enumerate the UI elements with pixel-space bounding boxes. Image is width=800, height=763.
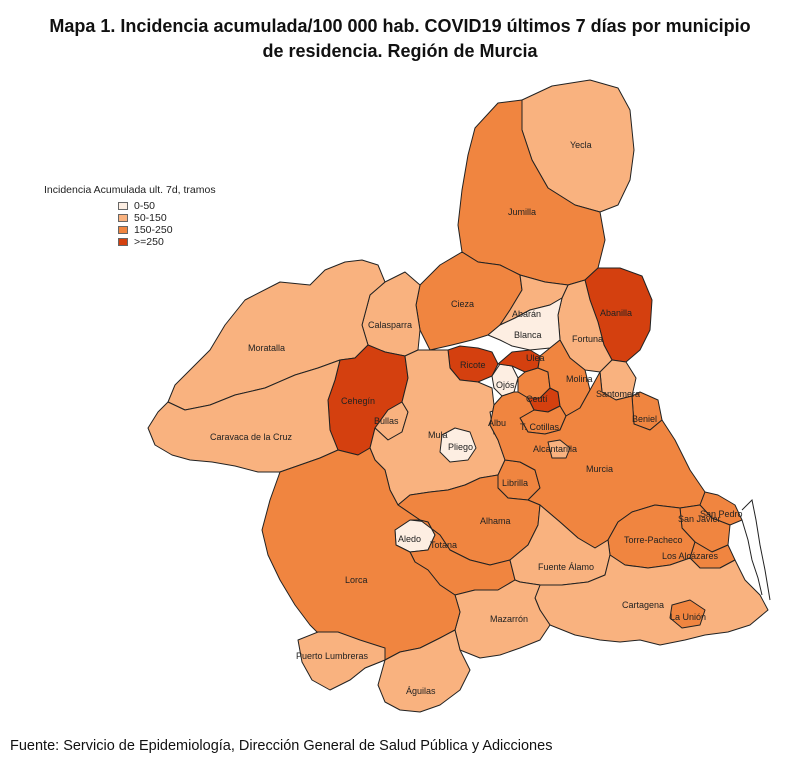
label-alcantarilla: Alcantarilla — [533, 444, 577, 454]
coastline-mar-menor — [741, 519, 763, 596]
label-caravaca: Caravaca de la Cruz — [210, 432, 293, 442]
map-title-line-1: Mapa 1. Incidencia acumulada/100 000 hab… — [49, 16, 751, 36]
label-beniel: Beniel — [632, 414, 657, 424]
label-launion: La Unión — [670, 612, 706, 622]
legend-swatch — [118, 238, 128, 246]
label-lorca: Lorca — [345, 575, 368, 585]
label-cieza: Cieza — [451, 299, 474, 309]
label-alhama: Alhama — [480, 516, 511, 526]
label-aguilas: Águilas — [406, 686, 436, 696]
legend-item-0-50: 0-50 — [118, 200, 216, 212]
label-cartagena: Cartagena — [622, 600, 664, 610]
label-yecla: Yecla — [570, 140, 592, 150]
label-torrepacheco: Torre-Pacheco — [624, 535, 683, 545]
municipio-aguilas — [377, 629, 471, 713]
legend-swatch — [118, 226, 128, 234]
municipio-murcia — [489, 371, 706, 549]
label-bullas: Bullas — [374, 416, 399, 426]
label-pliego: Pliego — [448, 442, 473, 452]
label-ojos: Ojós — [496, 380, 515, 390]
label-abanilla: Abanilla — [600, 308, 632, 318]
legend-swatch — [118, 202, 128, 210]
label-sanpedro: San Pedro — [700, 509, 743, 519]
label-ricote: Ricote — [460, 360, 486, 370]
label-mazarron: Mazarrón — [490, 614, 528, 624]
label-molina: Molina — [566, 374, 593, 384]
municipio-alcantarilla-overlay — [547, 439, 571, 459]
municipio-cartagena — [534, 554, 769, 646]
label-fuentealamo: Fuente Álamo — [538, 562, 594, 572]
map-title: Mapa 1. Incidencia acumulada/100 000 hab… — [0, 14, 800, 64]
label-abaran: Abarán — [512, 309, 541, 319]
label-fortuna: Fortuna — [572, 334, 603, 344]
label-lumbreras: Puerto Lumbreras — [296, 651, 369, 661]
label-blanca: Blanca — [514, 330, 542, 340]
legend-label: 0-50 — [134, 200, 156, 212]
label-totana: Totana — [430, 540, 457, 550]
map-title-line-2: de residencia. Región de Murcia — [262, 41, 538, 61]
label-moratalla: Moratalla — [248, 343, 285, 353]
label-sanjavier: San Javier — [678, 514, 721, 524]
legend-item-50-150: 50-150 — [118, 212, 216, 224]
label-santomera: Santomera — [596, 389, 640, 399]
legend-item-150-250: 150-250 — [118, 224, 216, 236]
label-jumilla: Jumilla — [508, 207, 536, 217]
legend-item-250-plus: >=250 — [118, 236, 216, 248]
label-albu: Albu — [488, 418, 506, 428]
municipio-lumbreras — [297, 631, 386, 691]
label-ceuti: Ceutí — [526, 394, 548, 404]
label-cotillas: T. Cotillas — [520, 422, 560, 432]
label-calasparra: Calasparra — [368, 320, 412, 330]
label-librilla: Librilla — [502, 478, 528, 488]
label-mula: Mula — [428, 430, 448, 440]
label-ulea: Ulea — [526, 353, 545, 363]
label-aledo: Aledo — [398, 534, 421, 544]
legend-title: Incidencia Acumulada ult. 7d, tramos — [44, 184, 216, 196]
legend-label: >=250 — [134, 236, 164, 248]
label-alcazares: Los Alcázares — [662, 551, 719, 561]
legend-label: 50-150 — [134, 212, 167, 224]
label-cehegin: Cehegín — [341, 396, 375, 406]
coastline-east — [741, 498, 771, 601]
map-legend: Incidencia Acumulada ult. 7d, tramos 0-5… — [44, 184, 216, 248]
legend-label: 150-250 — [134, 224, 173, 236]
legend-swatch — [118, 214, 128, 222]
municipio-pliego — [439, 427, 477, 463]
label-murcia: Murcia — [586, 464, 613, 474]
municipio-launion — [669, 599, 706, 629]
source-note: Fuente: Servicio de Epidemiología, Direc… — [10, 738, 553, 754]
